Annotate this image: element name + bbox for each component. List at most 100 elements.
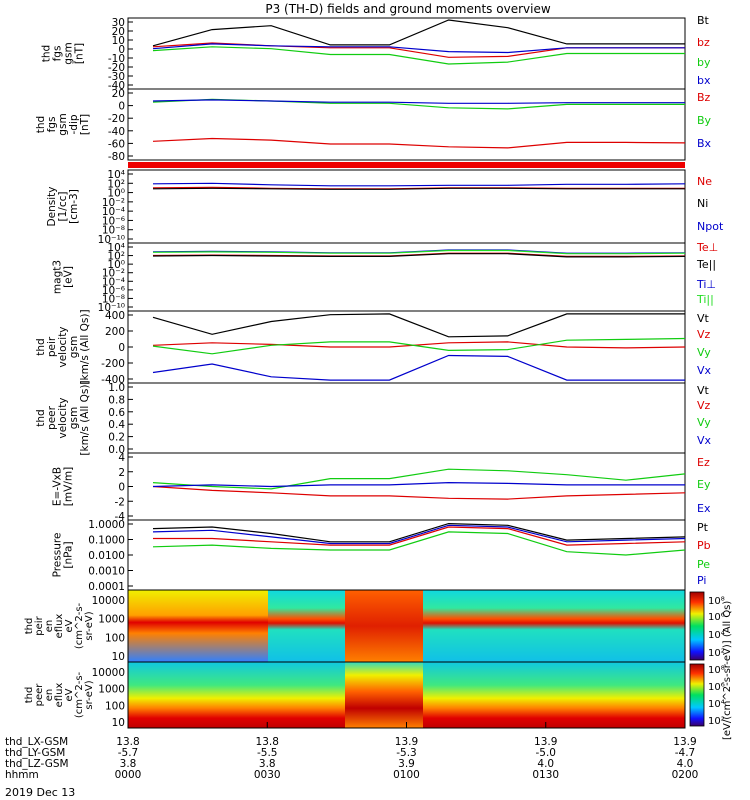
y-tick-label: 10 bbox=[112, 35, 125, 47]
panel-frame bbox=[127, 169, 686, 244]
colorbar-label: [eV/(cm^2-s-sr-eV)] (All Qs) bbox=[722, 601, 733, 740]
y-axis-label: eflux bbox=[54, 683, 65, 708]
y-axis-label: thd bbox=[24, 618, 35, 635]
legend-label: Vx bbox=[697, 364, 712, 377]
y-tick-label: 0 bbox=[118, 342, 125, 354]
y-tick-label: -20 bbox=[108, 113, 125, 125]
series-line-pt bbox=[152, 522, 686, 543]
y-axis-label: magt3 bbox=[52, 260, 64, 294]
y-tick-label: 10000 bbox=[92, 667, 125, 679]
series-line-pb bbox=[153, 526, 686, 546]
y-axis-label: [eV] bbox=[63, 266, 75, 288]
y-tick-label: 0.1000 bbox=[88, 535, 125, 547]
series-line-vy bbox=[152, 337, 686, 355]
y-tick-label: -10 bbox=[108, 53, 125, 65]
legend-label: Vy bbox=[697, 416, 711, 429]
colorbar-tick-label: 10⁸ bbox=[708, 665, 725, 676]
y-tick-label: 1.0 bbox=[108, 382, 125, 394]
panel-p5: 400 200 0 -200 -400 thd peir velocity gsm [km/s (… bbox=[35, 309, 712, 386]
y-axis-label: (cm^2-s- bbox=[74, 602, 85, 649]
y-tick-label: 10⁻² bbox=[102, 197, 125, 209]
colorbar-tick-label: 10⁴ bbox=[708, 699, 725, 710]
y-axis-label: gsm bbox=[57, 113, 69, 135]
y-tick-label: 10⁻² bbox=[102, 268, 125, 280]
legend-label: Bz bbox=[697, 91, 711, 104]
y-axis-label: eV bbox=[64, 688, 75, 701]
y-tick-label: 10 bbox=[112, 717, 125, 729]
y-tick-label: 10⁻⁶ bbox=[102, 285, 125, 297]
y-axis-label: [1/cc] bbox=[57, 192, 69, 222]
y-tick-label: 10² bbox=[107, 178, 125, 190]
legend-label: Vx bbox=[697, 434, 712, 447]
colorbar-tick-label: 10⁶ bbox=[708, 682, 725, 693]
panel-p8: 1.0000 0.1000 0.0100 0.0010 0.0001 Pressure [n… bbox=[52, 519, 711, 593]
ephemeris-value: 0130 bbox=[532, 769, 559, 781]
series-line-vx bbox=[152, 354, 685, 381]
y-axis-label: [km/s (All Qs)] bbox=[79, 309, 91, 384]
ephemeris-value: 13.9 bbox=[534, 736, 557, 748]
panel-p9-axis: 10000 1000 100 10 thd peir en eflux eV (cm^2-s-sr… bbox=[24, 595, 133, 663]
legend-label: Ey bbox=[697, 478, 711, 491]
legend-label: Ex bbox=[697, 502, 711, 515]
y-axis-label: [mV/m] bbox=[63, 467, 75, 506]
colorbar-tick-label: 10⁶ bbox=[708, 612, 725, 623]
legend-label: Ne bbox=[697, 175, 712, 188]
legend-label: Te⊥ bbox=[696, 241, 718, 254]
ion-spectrogram bbox=[127, 589, 686, 663]
y-tick-label: 10⁰ bbox=[107, 188, 125, 200]
y-axis-label: eflux bbox=[54, 614, 65, 639]
panel-frame bbox=[127, 382, 686, 454]
y-axis-label: velocity bbox=[57, 397, 69, 438]
legend-label: Vz bbox=[697, 328, 711, 341]
y-tick-label: 10² bbox=[107, 251, 125, 263]
ephemeris-value: -5.5 bbox=[257, 747, 278, 759]
series-line-bx bbox=[152, 99, 685, 104]
y-tick-label: 200 bbox=[105, 326, 125, 338]
y-axis-label: sr-eV) bbox=[84, 680, 95, 709]
y-tick-label: 30 bbox=[112, 17, 125, 29]
series-line-vt bbox=[152, 313, 685, 338]
y-axis-label: gsm bbox=[68, 336, 80, 358]
y-tick-label: 10⁻⁸ bbox=[102, 225, 125, 237]
panel-p7: 4 2 0 -2 -4 E=-VxB [mV/m] Ez Ey Ex bbox=[52, 452, 711, 523]
panel-p6: 1.00.80.60.40.20.0 thd peer velocity gsm [km/… bbox=[35, 380, 712, 456]
y-tick-label: -200 bbox=[101, 358, 125, 370]
legend-label: Ti|| bbox=[696, 293, 714, 306]
y-tick-label: -30 bbox=[108, 71, 125, 83]
y-tick-label: -2 bbox=[115, 496, 125, 508]
series-line-vz bbox=[152, 341, 686, 349]
y-tick-label: -4 bbox=[115, 511, 126, 523]
ephemeris-value: 0030 bbox=[254, 769, 281, 781]
legend-label: Vz bbox=[697, 399, 711, 412]
ephemeris-value: -5.0 bbox=[536, 747, 557, 759]
y-axis-label: gsm bbox=[63, 42, 75, 64]
series-line-bt bbox=[152, 19, 685, 47]
y-tick-label: 0.6 bbox=[108, 407, 125, 419]
y-axis-label: -dip bbox=[68, 114, 80, 134]
legend-label: Te|| bbox=[696, 258, 716, 271]
legend-label: bx bbox=[697, 74, 711, 87]
y-axis-label: thd bbox=[41, 45, 53, 62]
series-line-ex bbox=[152, 481, 685, 488]
series-line-ni bbox=[152, 187, 685, 190]
electron-spectrogram bbox=[127, 661, 686, 729]
legend-label: Pb bbox=[697, 539, 711, 552]
y-tick-label: 1.0000 bbox=[88, 519, 125, 531]
y-axis-label: peir bbox=[34, 615, 45, 635]
ephemeris-value: 3.8 bbox=[120, 758, 137, 770]
ephemeris-value: 3.9 bbox=[398, 758, 415, 770]
series-line-bx bbox=[152, 43, 685, 54]
series-line-pi bbox=[152, 524, 686, 545]
y-tick-label: 10 bbox=[112, 651, 125, 663]
ephemeris-value: 13.8 bbox=[116, 736, 139, 748]
colorbar-tick-label: 10² bbox=[708, 648, 725, 659]
y-tick-label: 10⁰ bbox=[107, 259, 125, 271]
colorbar-electron bbox=[689, 663, 705, 727]
y-axis-label: [cm-3] bbox=[68, 189, 80, 224]
y-axis-label: thd bbox=[24, 687, 35, 704]
legend-label: Bx bbox=[697, 137, 712, 150]
quality-flag-bar bbox=[128, 162, 685, 168]
y-tick-label: 0.4 bbox=[108, 419, 125, 431]
